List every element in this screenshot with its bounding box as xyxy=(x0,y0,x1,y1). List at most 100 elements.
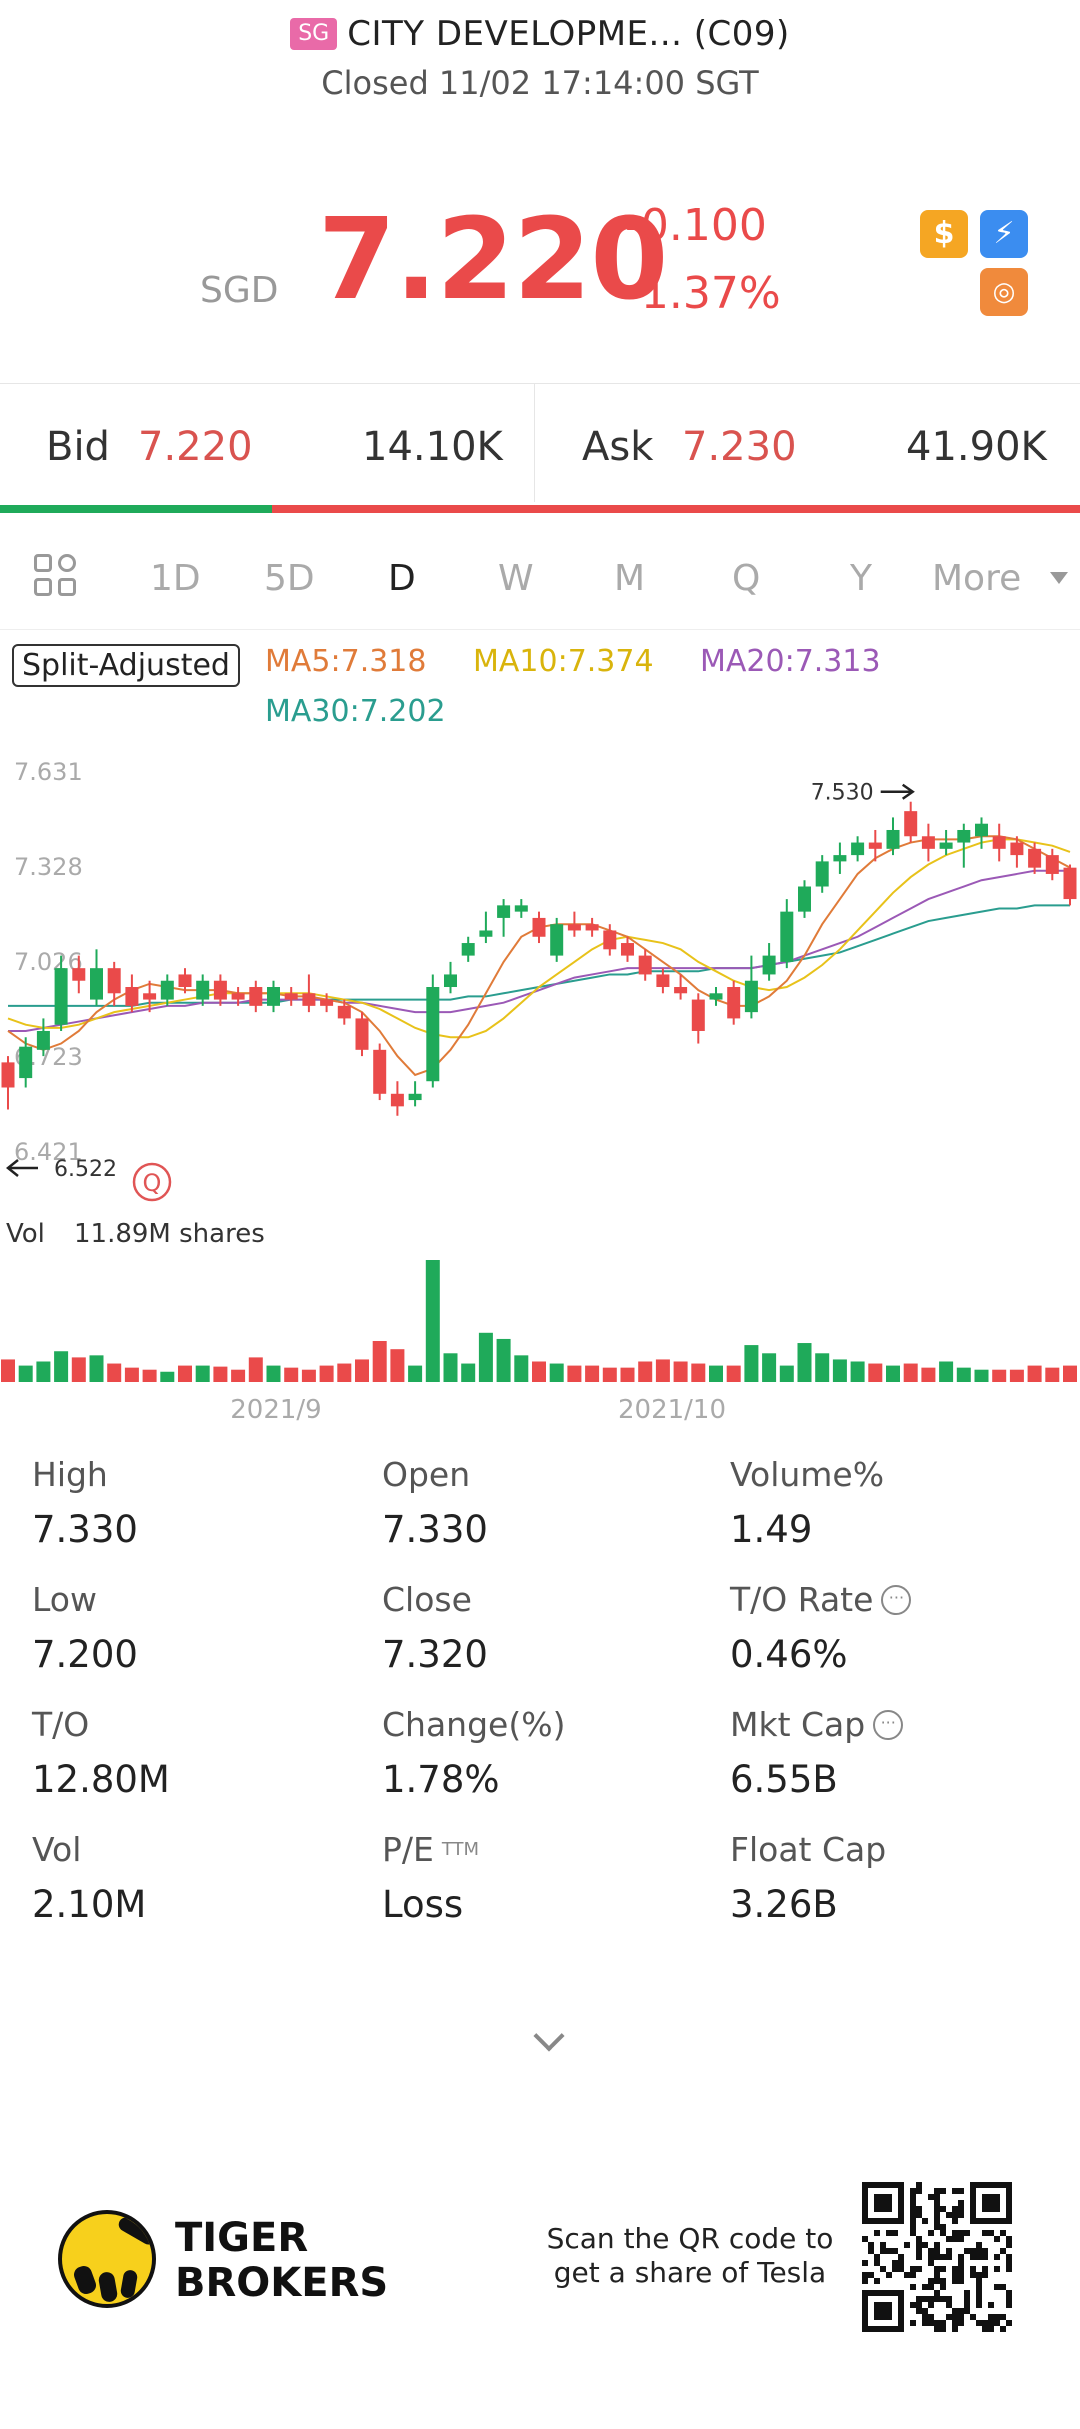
candle-body xyxy=(19,1046,33,1079)
volume-bar xyxy=(443,1353,458,1382)
footer-banner: TIGER BROKERS Scan the QR code to get a … xyxy=(0,2160,1080,2429)
candle-body xyxy=(939,842,953,849)
header: SG CITY DEVELOPME... (C09) Closed 11/02 … xyxy=(0,0,1080,115)
expand-chevron-icon[interactable] xyxy=(533,2020,565,2052)
volume-bar xyxy=(390,1349,405,1382)
volume-bar xyxy=(762,1353,777,1382)
candle-body xyxy=(160,980,174,1000)
ma10-line xyxy=(7,838,1071,1039)
volume-bar xyxy=(496,1338,511,1382)
volume-bar xyxy=(1,1359,15,1382)
qr-code-icon[interactable] xyxy=(862,2182,1012,2332)
bid-section[interactable]: Bid 7.220 14.10K xyxy=(0,384,535,502)
high-marker-arrowhead xyxy=(901,783,915,800)
tab-5d[interactable]: 5D xyxy=(264,558,315,599)
candle-body xyxy=(426,987,440,1082)
stat-label: Mkt Cap ··· xyxy=(730,1705,1070,1744)
stat-label: Open xyxy=(382,1455,471,1494)
candle-body xyxy=(72,968,86,981)
stat-value: 6.55B xyxy=(730,1758,838,1801)
tab-w[interactable]: W xyxy=(498,558,534,599)
kline-chart[interactable]: 7.631 7.328 7.026 6.723 6.421 7.530 6.522 Q Vol 1… xyxy=(0,740,1080,1440)
candle-body xyxy=(54,968,68,1025)
currency-label: SGD xyxy=(200,270,279,311)
promo-text-line1: Scan the QR code to xyxy=(546,2222,834,2255)
volume-bar xyxy=(691,1363,706,1382)
bid-ask-panel: Bid 7.220 14.10K Ask 7.230 41.90K xyxy=(0,383,1080,508)
brand-name-line2: BROKERS xyxy=(175,2260,389,2306)
volume-bar xyxy=(744,1345,759,1382)
candle-body xyxy=(1045,855,1059,874)
candle-body xyxy=(532,917,546,937)
volume-bar xyxy=(903,1363,918,1382)
tab-more[interactable]: More xyxy=(932,558,1022,599)
bid-ratio-bar xyxy=(0,505,273,513)
volume-label: Vol xyxy=(6,1219,45,1249)
ask-ratio-bar xyxy=(272,505,1080,513)
volume-bar xyxy=(532,1361,546,1382)
tab-m[interactable]: M xyxy=(614,558,646,599)
volume-bar xyxy=(248,1357,263,1382)
candle-body xyxy=(621,943,634,956)
bid-label: Bid xyxy=(46,424,110,470)
candle-body xyxy=(638,955,652,975)
tab-y[interactable]: Y xyxy=(850,558,872,599)
volume-bar xyxy=(709,1365,723,1382)
stats-grid: High 7.330 Open 7.330 Volume% 1.49 Low 7… xyxy=(0,1445,1080,1945)
candle-body xyxy=(178,974,192,988)
candle-body xyxy=(408,1093,422,1101)
volume-bar xyxy=(124,1367,139,1382)
volume-bar xyxy=(301,1369,316,1382)
chevron-down-icon[interactable] xyxy=(1050,572,1068,584)
stat-float-cap: Float Cap 3.26B xyxy=(730,1830,1070,1926)
stat-value: 7.330 xyxy=(32,1508,138,1551)
bolt-icon[interactable]: ⚡ xyxy=(980,210,1028,258)
volume-bar xyxy=(461,1363,476,1382)
stat-turnover: T/O 12.80M xyxy=(32,1705,372,1801)
candle-body xyxy=(444,974,457,988)
candle-body xyxy=(284,993,298,1000)
low-marker-label: 6.522 xyxy=(54,1157,117,1182)
pe-superscript: TTM xyxy=(441,1839,480,1860)
candle-body xyxy=(461,943,475,956)
split-adjusted-button[interactable]: Split-Adjusted xyxy=(12,644,240,687)
candle-body xyxy=(709,993,723,1000)
quote-block: SGD 7.220 -0.100 -1.37% $ ⚡ ◎ xyxy=(0,160,1080,360)
more-info-icon[interactable]: ··· xyxy=(881,1584,912,1615)
more-info-icon[interactable]: ··· xyxy=(873,1709,904,1740)
bid-size: 14.10K xyxy=(362,424,503,470)
stat-label: Float Cap xyxy=(730,1830,887,1869)
stat-label: Vol xyxy=(32,1830,82,1869)
stat-value: 3.26B xyxy=(730,1883,838,1926)
ask-section[interactable]: Ask 7.230 41.90K xyxy=(536,384,1080,502)
stat-open: Open 7.330 xyxy=(382,1455,722,1551)
candle-body xyxy=(1,1062,15,1088)
candle-body xyxy=(107,968,121,994)
volume-bar xyxy=(832,1359,847,1382)
ma30-label: MA30:7.202 xyxy=(265,694,446,729)
candle-body xyxy=(975,823,988,837)
volume-bar xyxy=(478,1332,493,1382)
candle-body xyxy=(1063,867,1077,900)
dollar-icon[interactable]: $ xyxy=(920,210,968,258)
tab-q[interactable]: Q xyxy=(732,558,761,599)
candle-body xyxy=(886,829,900,849)
volume-bar xyxy=(213,1366,228,1382)
candle-body xyxy=(302,993,316,1006)
high-marker-label: 7.530 xyxy=(811,781,874,806)
tab-d[interactable]: D xyxy=(388,558,416,599)
coin-icon[interactable]: ◎ xyxy=(980,268,1028,316)
tab-1d[interactable]: 1D xyxy=(150,558,201,599)
period-tabs: 1D 5D D W M Q Y More xyxy=(0,530,1080,630)
bid-price: 7.220 xyxy=(138,424,253,470)
candle-body xyxy=(833,855,847,862)
market-badge: SG xyxy=(290,18,338,50)
volume-bar xyxy=(160,1371,175,1382)
candle-body xyxy=(90,968,103,1000)
volume-bar xyxy=(602,1367,617,1382)
layout-grid-icon[interactable] xyxy=(34,554,78,598)
volume-bar xyxy=(1063,1365,1077,1382)
volume-value: 11.89M shares xyxy=(74,1219,265,1249)
title-row[interactable]: SG CITY DEVELOPME... (C09) xyxy=(0,14,1080,54)
